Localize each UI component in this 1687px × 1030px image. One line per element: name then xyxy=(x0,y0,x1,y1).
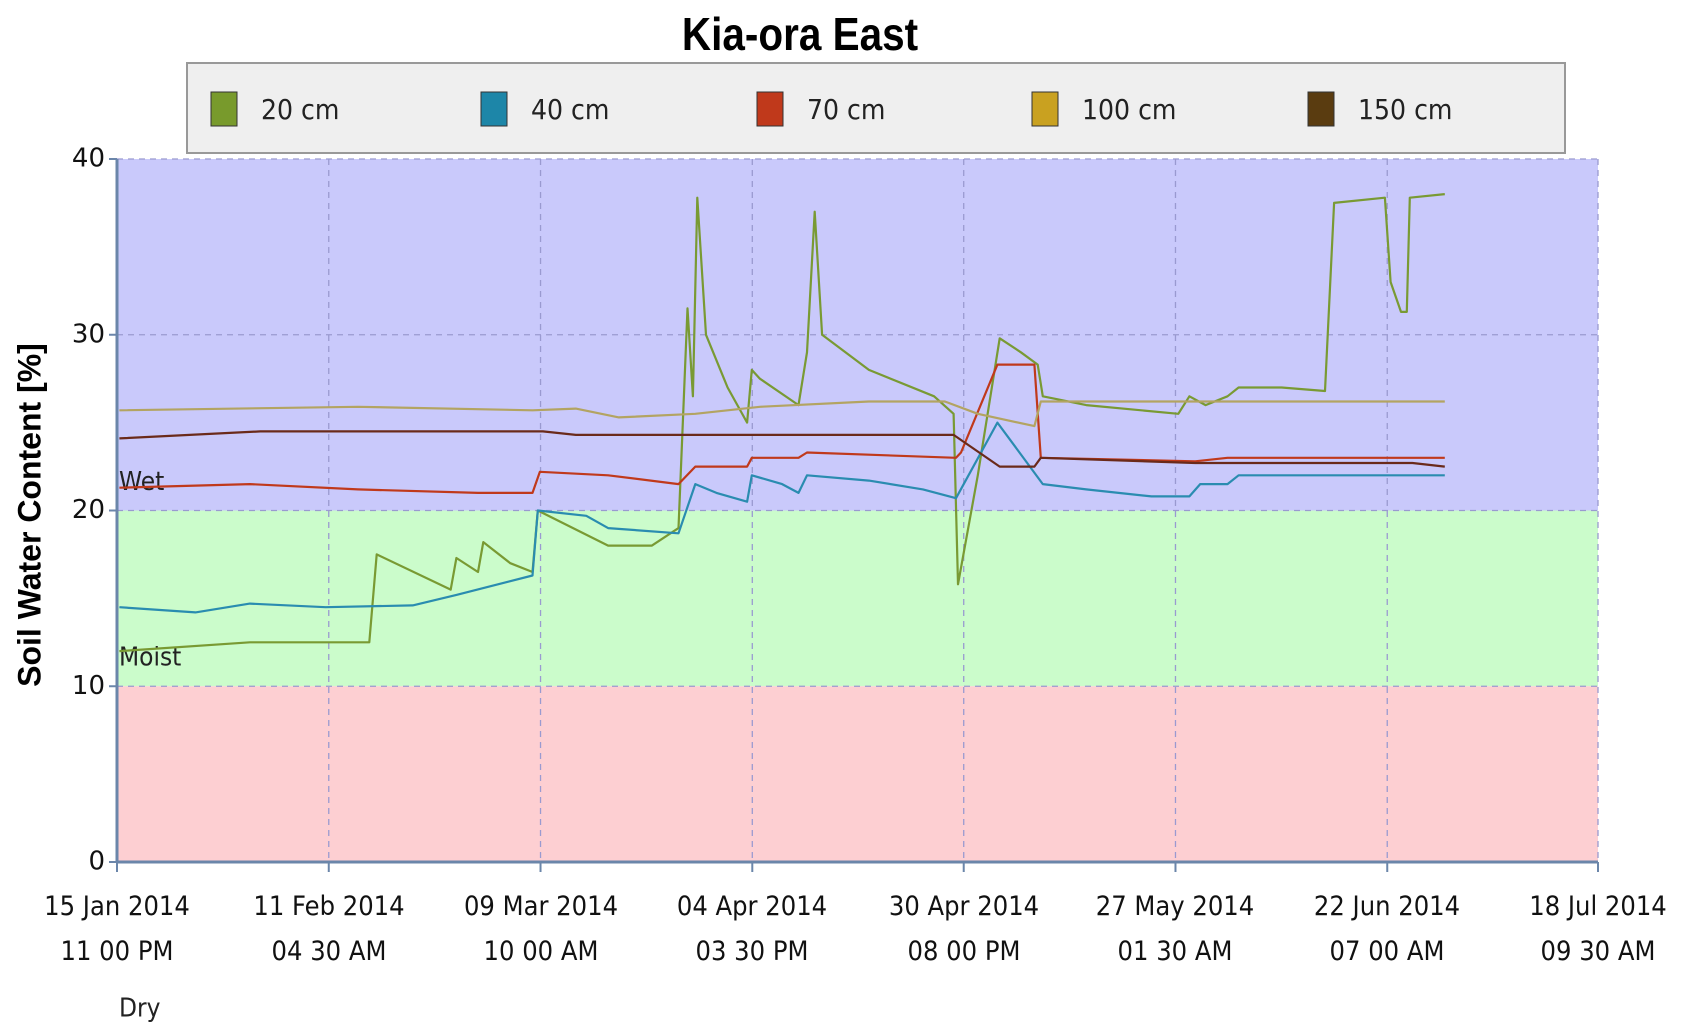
x-tick-label: 27 May 2014 01 30 AM xyxy=(1096,891,1255,967)
legend-swatch xyxy=(1031,91,1059,127)
series-line xyxy=(119,400,1445,428)
band-label: Moist xyxy=(119,641,182,671)
y-tick-label: 10 xyxy=(72,671,105,701)
y-axis-label: Soil Water Content [%] xyxy=(11,343,47,687)
legend-label: 20 cm xyxy=(261,94,339,127)
y-tick-label: 30 xyxy=(72,319,105,349)
series-line xyxy=(119,363,1445,494)
legend-swatch xyxy=(480,91,508,127)
legend-label: 150 cm xyxy=(1358,94,1452,127)
x-tick-label: 18 Jul 2014 09 30 AM xyxy=(1529,891,1667,967)
series-line xyxy=(119,193,1445,653)
band-label: Wet xyxy=(119,466,165,496)
x-tick-label: 30 Apr 2014 08 00 PM xyxy=(888,891,1039,967)
x-tick-label: 11 Feb 2014 04 30 AM xyxy=(253,891,405,967)
y-tick-label: 40 xyxy=(72,144,105,174)
y-tick-label: 0 xyxy=(88,847,105,877)
legend-box xyxy=(186,62,1566,154)
y-tick-label: 20 xyxy=(72,495,105,525)
legend-label: 100 cm xyxy=(1082,94,1176,127)
legend-label: 40 cm xyxy=(531,94,609,127)
band xyxy=(117,510,1598,687)
x-tick-label: 09 Mar 2014 10 00 AM xyxy=(463,891,618,967)
legend-swatch xyxy=(210,91,238,127)
x-tick-label: 04 Apr 2014 03 30 PM xyxy=(677,891,828,967)
band-label: Dry xyxy=(119,992,160,1022)
legend-swatch xyxy=(756,91,784,127)
band xyxy=(117,686,1598,862)
legend-label: 70 cm xyxy=(807,94,885,127)
series-line xyxy=(119,430,1445,468)
series-line xyxy=(119,421,1445,614)
x-tick-label: 22 Jun 2014 07 00 AM xyxy=(1314,891,1461,967)
x-tick-label: 15 Jan 2014 11 00 PM xyxy=(44,891,190,967)
legend-swatch xyxy=(1307,91,1335,127)
chart-title: Kia-ora East xyxy=(682,10,918,61)
